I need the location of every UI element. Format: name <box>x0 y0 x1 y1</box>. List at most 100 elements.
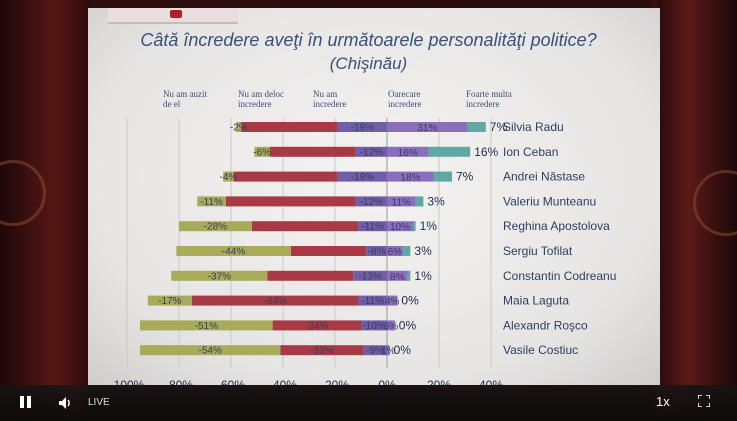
segment-label: 7% <box>456 170 474 184</box>
segment-label: -32% <box>310 346 333 357</box>
bar-segment <box>387 270 408 281</box>
bar-segment <box>353 270 387 281</box>
fullscreen-icon[interactable] <box>697 394 711 408</box>
bar-segment <box>387 122 468 132</box>
screen-top-frame <box>108 8 238 24</box>
slide-subtitle: (Chişinău) <box>329 54 408 73</box>
volume-icon[interactable] <box>58 396 74 410</box>
bar-segment <box>358 295 387 306</box>
bar-segment <box>140 320 273 331</box>
slide-title: Câtă încredere aveţi în următoarele pers… <box>140 30 597 50</box>
segment-label: 8% <box>390 272 405 283</box>
segment-label: -11% <box>361 222 384 233</box>
bar-segment <box>387 246 403 256</box>
segment-label: -10% <box>362 321 385 332</box>
segment-label: 3% <box>384 321 399 332</box>
bar-segment <box>428 146 471 157</box>
bar-segment <box>387 196 416 207</box>
bar-segment <box>337 122 387 132</box>
bar-segment <box>254 146 270 157</box>
legend-not-heard: Nu am auzit de el <box>163 89 207 109</box>
segment-label: -34% <box>305 321 328 332</box>
segment-label: -4% <box>220 172 238 183</box>
bar-segment <box>433 171 452 182</box>
segment-label: 16% <box>474 145 498 159</box>
segment-label: -28% <box>204 222 227 233</box>
bar-segment <box>140 345 281 356</box>
category-label: Silvia Radu <box>503 120 564 134</box>
bar-segment <box>413 221 416 232</box>
segment-label: -8% <box>368 247 386 258</box>
segment-label: 1% <box>420 219 438 233</box>
bar-segment <box>236 122 242 132</box>
bar-segment <box>241 122 338 132</box>
bar-segment <box>358 221 387 232</box>
segment-label: -11% <box>361 296 384 307</box>
bar-segment <box>337 171 387 182</box>
bar-segment <box>192 295 359 306</box>
category-label: Ion Ceban <box>503 145 558 159</box>
segment-label: 7% <box>490 120 508 134</box>
bar-segment <box>387 221 413 232</box>
segment-label: 10% <box>390 222 410 233</box>
segment-label: 1% <box>414 269 432 283</box>
segment-label: 0% <box>401 294 419 308</box>
bar-segment <box>267 270 354 281</box>
legend-no-trust: Nu am incredere <box>313 89 347 109</box>
segment-label: 1% <box>381 346 396 357</box>
bar-segment <box>176 246 291 256</box>
playback-speed-button[interactable]: 1x <box>656 394 670 409</box>
segment-label: 16% <box>398 148 418 159</box>
frame-marker-icon <box>170 10 182 18</box>
segment-label: 3% <box>414 244 432 258</box>
segment-label: -12% <box>360 197 383 208</box>
segment-label: 11% <box>392 197 411 208</box>
bar-segment <box>366 246 387 256</box>
segment-label: 0% <box>394 343 412 357</box>
bar-segment <box>355 146 387 157</box>
segment-label: -9% <box>366 346 384 357</box>
segment-label: -44% <box>222 247 245 258</box>
bar-segment <box>233 171 338 182</box>
bar-segment <box>272 320 361 331</box>
segment-label: -6% <box>253 147 271 158</box>
category-label: Reghina Apostolova <box>503 219 610 233</box>
bar-segment <box>387 345 390 356</box>
segment-label: -51% <box>195 321 218 332</box>
category-label: Alexandr Roşco <box>503 318 588 332</box>
category-label: Andrei Năstase <box>503 170 585 184</box>
segment-label: -64% <box>264 296 287 307</box>
segment-label: -17% <box>158 296 181 307</box>
bar-segment <box>280 345 364 356</box>
bar-segment <box>363 345 387 356</box>
bar-segment <box>467 122 486 132</box>
legend-much-trust: Foarte multa incredere <box>466 89 512 109</box>
segment-label: -19% <box>351 172 374 183</box>
segment-label: 3% <box>427 194 445 208</box>
bar-segment <box>197 196 226 207</box>
bar-segment <box>387 320 395 331</box>
segment-label: 18% <box>400 173 420 184</box>
legend-no-trust-at-all: Nu am deloc incredere <box>238 89 284 109</box>
category-label: Sergiu Tofilat <box>503 244 573 258</box>
legend-some-trust: Oarecare incredere <box>388 89 422 109</box>
bar-segment <box>225 196 356 207</box>
segment-label: -12% <box>360 147 383 158</box>
category-label: Constantin Codreanu <box>503 269 616 283</box>
bar-segment <box>387 295 398 306</box>
bar-segment <box>179 221 252 232</box>
live-label: LIVE <box>88 397 110 408</box>
category-label: Maia Laguta <box>503 294 569 308</box>
segment-label: 31% <box>417 123 437 134</box>
pause-icon[interactable] <box>20 396 32 410</box>
segment-label: -37% <box>208 271 231 282</box>
bar-segment <box>290 246 367 256</box>
bar-segment <box>402 246 411 256</box>
bar-segment <box>415 196 424 207</box>
bar-segment <box>270 146 356 157</box>
bar-segment <box>251 221 359 232</box>
bar-segment <box>407 270 411 281</box>
bar-segment <box>147 295 192 306</box>
